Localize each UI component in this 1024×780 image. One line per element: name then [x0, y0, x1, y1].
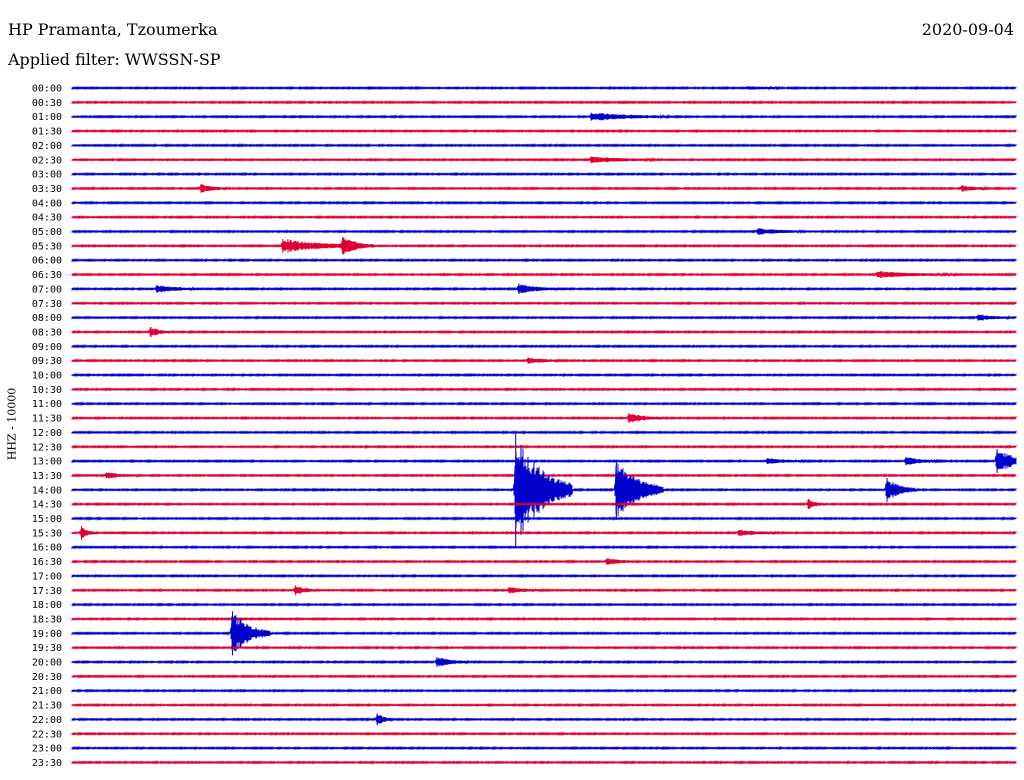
trace-line-0530 — [71, 237, 1017, 255]
filter-label: Applied filter: WWSSN-SP — [8, 50, 221, 69]
station-title: HP Pramanta, Tzoumerka — [8, 20, 218, 39]
trace-line-1800 — [71, 602, 1017, 607]
row-time-label: 22:00 — [32, 715, 62, 726]
trace-line-1430 — [71, 499, 1017, 509]
trace-line-2200 — [71, 715, 1017, 724]
row-time-label: 10:00 — [32, 371, 62, 382]
trace-line-1530 — [71, 527, 1017, 538]
trace-line-0800 — [71, 314, 1017, 321]
trace-line-2030 — [71, 673, 1017, 679]
row-time-label: 02:00 — [32, 141, 62, 152]
row-time-label: 22:30 — [32, 729, 62, 740]
trace-line-0100 — [71, 112, 1017, 121]
row-time-label: 20:30 — [32, 672, 62, 683]
row-time-label: 14:00 — [32, 485, 62, 496]
row-time-label: 01:30 — [32, 127, 62, 138]
trace-line-0300 — [71, 171, 1017, 177]
row-time-label: 17:00 — [32, 571, 62, 582]
row-time-label: 19:00 — [32, 629, 62, 640]
trace-line-0130 — [71, 128, 1017, 134]
trace-line-0600 — [71, 257, 1017, 263]
row-time-label: 04:30 — [32, 213, 62, 224]
trace-line-1730 — [71, 586, 1017, 594]
row-time-label: 12:00 — [32, 428, 62, 439]
trace-line-0830 — [71, 326, 1017, 338]
row-time-label: 21:00 — [32, 686, 62, 697]
row-time-label: 05:30 — [32, 241, 62, 252]
trace-line-0400 — [71, 200, 1017, 206]
trace-line-0230 — [71, 156, 1017, 164]
row-time-label: 07:30 — [32, 299, 62, 310]
trace-line-1830 — [71, 616, 1017, 622]
trace-line-1930 — [71, 645, 1017, 651]
trace-line-1030 — [71, 386, 1017, 392]
row-time-label: 23:30 — [32, 758, 62, 769]
trace-line-0700 — [71, 283, 1017, 295]
row-time-label: 07:00 — [32, 284, 62, 295]
trace-line-2100 — [71, 688, 1017, 694]
row-time-label: 03:30 — [32, 184, 62, 195]
trace-line-1900 — [71, 615, 1017, 652]
row-time-label: 09:30 — [32, 356, 62, 367]
trace-line-0030 — [71, 99, 1017, 105]
row-time-label: 06:00 — [32, 256, 62, 267]
row-time-label: 23:00 — [32, 744, 62, 755]
row-time-label: 11:30 — [32, 414, 62, 425]
row-time-label: 16:30 — [32, 557, 62, 568]
row-time-label: 11:00 — [32, 399, 62, 410]
row-time-label: 00:30 — [32, 98, 62, 109]
date-label: 2020-09-04 — [921, 20, 1014, 39]
trace-line-2330 — [71, 760, 1017, 765]
trace-line-1230 — [71, 444, 1017, 450]
row-time-label: 04:00 — [32, 198, 62, 209]
row-time-label: 08:30 — [32, 327, 62, 338]
trace-line-1700 — [71, 573, 1017, 579]
row-time-label: 12:30 — [32, 442, 62, 453]
trace-line-0330 — [71, 184, 1017, 193]
trace-line-2000 — [71, 657, 1017, 667]
row-time-label: 10:30 — [32, 385, 62, 396]
trace-line-0000 — [71, 85, 1017, 91]
trace-line-2300 — [71, 745, 1017, 751]
trace-line-1300 — [71, 450, 1017, 472]
trace-line-1500 — [71, 516, 1017, 521]
row-time-label: 21:30 — [32, 701, 62, 712]
row-time-label: 09:00 — [32, 342, 62, 353]
row-time-label: 15:00 — [32, 514, 62, 525]
trace-line-1630 — [71, 558, 1017, 565]
trace-line-0200 — [71, 143, 1017, 148]
trace-line-2130 — [71, 702, 1017, 708]
trace-line-1200 — [71, 430, 1017, 435]
trace-line-1000 — [71, 372, 1017, 378]
row-time-label: 17:30 — [32, 586, 62, 597]
row-time-label: 00:00 — [32, 84, 62, 95]
trace-line-1600 — [71, 544, 1017, 550]
row-time-label: 16:00 — [32, 543, 62, 554]
trace-line-1100 — [71, 401, 1017, 407]
row-time-label: 02:30 — [32, 155, 62, 166]
row-time-label: 13:00 — [32, 457, 62, 468]
trace-line-2230 — [71, 731, 1017, 737]
trace-line-1130 — [71, 413, 1017, 423]
row-time-label: 08:00 — [32, 313, 62, 324]
trace-line-0730 — [71, 300, 1017, 306]
trace-line-0930 — [71, 357, 1017, 364]
row-time-label: 13:30 — [32, 471, 62, 482]
row-time-label: 05:00 — [32, 227, 62, 238]
trace-line-1400 — [71, 444, 1017, 535]
trace-line-0630 — [71, 271, 1017, 278]
trace-line-0900 — [71, 343, 1017, 349]
row-time-label: 01:00 — [32, 112, 62, 123]
trace-line-0500 — [71, 228, 1017, 235]
row-time-label: 15:30 — [32, 528, 62, 539]
row-time-label: 18:30 — [32, 614, 62, 625]
row-time-label: 19:30 — [32, 643, 62, 654]
row-time-label: 06:30 — [32, 270, 62, 281]
trace-line-0430 — [71, 214, 1017, 220]
row-time-label: 18:00 — [32, 600, 62, 611]
row-time-label: 20:00 — [32, 658, 62, 669]
row-time-label: 03:00 — [32, 170, 62, 181]
row-time-label: 14:30 — [32, 500, 62, 511]
